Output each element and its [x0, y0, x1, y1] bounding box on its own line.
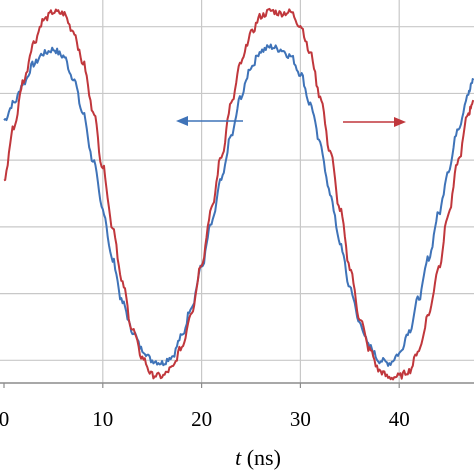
series-line-1	[3, 43, 474, 367]
x-axis-unit: (ns)	[241, 445, 281, 470]
x-tick-labels: 0 10 20 30 40	[0, 407, 410, 431]
axes	[0, 382, 474, 388]
x-tick-label: 30	[290, 407, 311, 431]
series-layer	[3, 7, 474, 381]
annotations	[176, 116, 406, 127]
x-axis-variable: t	[235, 445, 242, 470]
series-line-2	[3, 7, 474, 381]
x-tick-label: 40	[389, 407, 410, 431]
right-arrow-head	[394, 117, 406, 127]
x-tick-label: 0	[0, 407, 9, 431]
grid-lines	[0, 0, 474, 383]
x-axis-title: t (ns)	[235, 445, 281, 470]
left-arrow-head	[176, 116, 188, 126]
x-tick-label: 20	[191, 407, 212, 431]
x-tick-label: 10	[92, 407, 113, 431]
